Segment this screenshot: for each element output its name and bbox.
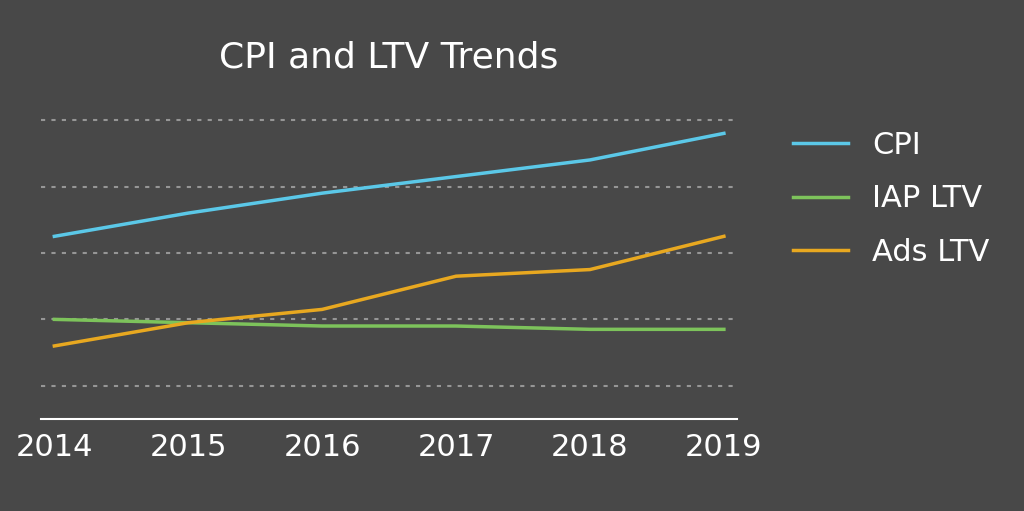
CPI <box>48 233 60 239</box>
CPI <box>718 130 730 136</box>
Line: Ads LTV: Ads LTV <box>54 236 724 346</box>
Ads LTV <box>584 266 596 272</box>
Ads LTV <box>718 233 730 239</box>
Line: CPI: CPI <box>54 133 724 236</box>
Ads LTV <box>450 273 462 279</box>
CPI <box>450 173 462 179</box>
IAP LTV <box>48 316 60 322</box>
Ads LTV <box>182 320 195 326</box>
Ads LTV <box>316 306 329 312</box>
Line: IAP LTV: IAP LTV <box>54 319 724 330</box>
CPI <box>584 157 596 163</box>
IAP LTV <box>584 327 596 333</box>
Legend: CPI, IAP LTV, Ads LTV: CPI, IAP LTV, Ads LTV <box>780 119 1001 279</box>
IAP LTV <box>718 327 730 333</box>
Ads LTV <box>48 343 60 349</box>
IAP LTV <box>182 320 195 326</box>
Text: CPI and LTV Trends: CPI and LTV Trends <box>219 41 559 75</box>
IAP LTV <box>450 323 462 329</box>
CPI <box>182 210 195 216</box>
CPI <box>316 190 329 196</box>
IAP LTV <box>316 323 329 329</box>
